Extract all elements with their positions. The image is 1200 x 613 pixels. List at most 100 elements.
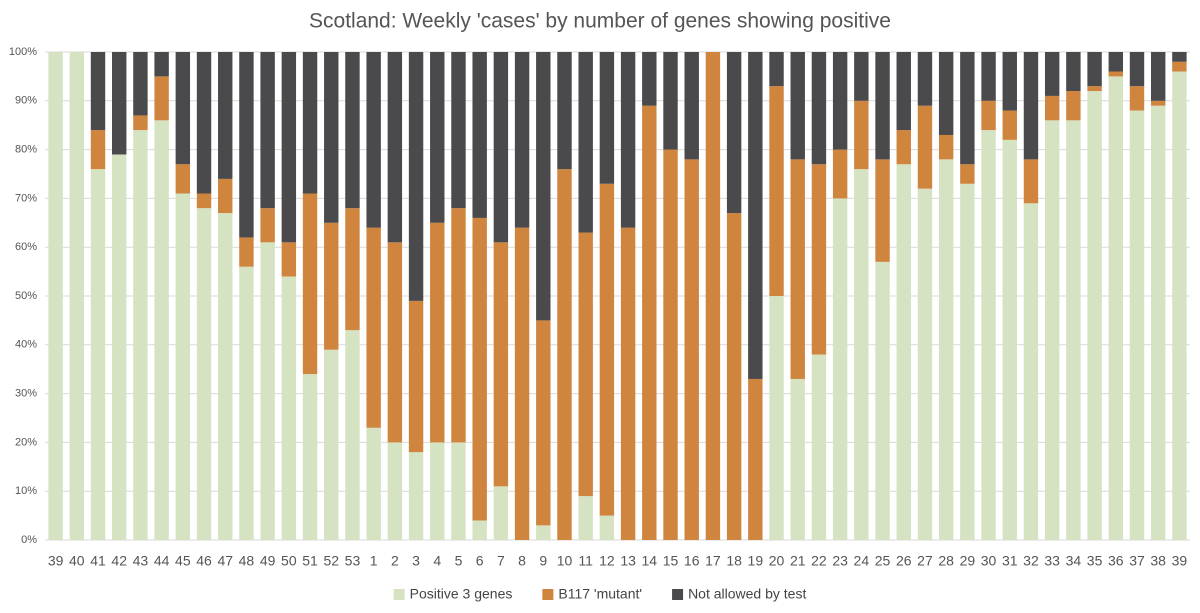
bar-segment — [1108, 71, 1123, 77]
bar-segment — [1044, 95, 1060, 121]
bar-segment — [48, 52, 63, 540]
bar-segment — [493, 486, 509, 540]
bar-segment — [854, 169, 869, 540]
bar-segment — [1172, 71, 1187, 541]
bar-segment — [451, 442, 466, 540]
y-tick-label: 80% — [15, 144, 37, 156]
x-tick-label: 25 — [875, 553, 891, 569]
bar-segment — [748, 378, 763, 540]
bar-segment — [430, 442, 445, 540]
bar-segment — [472, 52, 487, 218]
bar-segment — [430, 52, 445, 223]
bar-segment — [112, 52, 127, 155]
bar-segment — [536, 52, 551, 321]
x-tick-label: 27 — [917, 553, 933, 569]
x-tick-label: 2 — [391, 553, 399, 569]
bar-segment — [239, 52, 254, 238]
bar-segment — [218, 52, 233, 179]
bar-segment — [938, 134, 954, 160]
x-tick-label: 53 — [345, 553, 361, 569]
bar-segment — [90, 52, 106, 131]
x-tick-label: 7 — [497, 553, 505, 569]
bar-segment — [175, 52, 191, 165]
legend-label: Positive 3 genes — [410, 586, 513, 602]
x-tick-label: 1 — [370, 553, 378, 569]
x-tick-label: 13 — [620, 553, 636, 569]
x-tick-label: 14 — [642, 553, 658, 569]
bar-segment — [324, 349, 339, 540]
bar-segment — [1129, 52, 1145, 87]
bar-segment — [345, 330, 360, 540]
x-tick-label: 24 — [854, 553, 870, 569]
bar-segment — [684, 52, 699, 160]
bar-segment — [854, 100, 869, 170]
bar-segment — [90, 130, 106, 170]
bar-segment — [1044, 52, 1060, 96]
x-tick-label: 46 — [196, 553, 212, 569]
x-tick-label: 38 — [1150, 553, 1166, 569]
bar-segment — [1150, 100, 1166, 106]
bar-segment — [175, 164, 191, 194]
x-tick-label: 8 — [518, 553, 526, 569]
x-tick-label: 5 — [455, 553, 463, 569]
bar-segment — [875, 159, 890, 262]
bar-segment — [917, 188, 933, 540]
bar-segment — [154, 120, 169, 540]
bar-segment — [430, 222, 445, 443]
bar-segment — [917, 105, 933, 189]
bar-segment — [875, 52, 890, 160]
x-tick-label: 6 — [476, 553, 484, 569]
bar-segment — [642, 52, 657, 106]
bar-segment — [726, 213, 742, 541]
x-tick-label: 40 — [69, 553, 85, 569]
bar-segment — [408, 452, 424, 540]
bar-segment — [1066, 120, 1081, 540]
bar-segment — [960, 52, 975, 165]
x-tick-label: 41 — [90, 553, 106, 569]
x-tick-label: 35 — [1087, 553, 1103, 569]
x-tick-label: 32 — [1023, 553, 1039, 569]
bar-segment — [324, 222, 339, 350]
bar-segment — [366, 427, 381, 540]
x-tick-label: 51 — [302, 553, 318, 569]
bar-segment — [536, 320, 551, 526]
y-tick-label: 40% — [15, 339, 37, 351]
legend-swatch — [672, 589, 684, 600]
bar-segment — [154, 76, 169, 121]
x-tick-label: 21 — [790, 553, 806, 569]
bar-segment — [260, 52, 275, 209]
bar-segment — [472, 520, 487, 540]
y-tick-label: 30% — [15, 388, 37, 400]
bar-segment — [578, 496, 593, 540]
bar-segment — [663, 52, 678, 150]
bar-segment — [1129, 86, 1145, 111]
bar-segment — [790, 378, 805, 540]
bar-segment — [726, 52, 742, 214]
bar-segment — [133, 115, 148, 131]
legend-swatch — [393, 589, 405, 600]
bar-segment — [302, 52, 318, 194]
x-tick-label: 47 — [217, 553, 233, 569]
x-tick-label: 11 — [578, 553, 593, 569]
bar-segment — [1108, 76, 1123, 541]
bar-segment — [896, 164, 911, 541]
bar-segment — [1023, 159, 1039, 204]
bar-segment — [896, 52, 911, 131]
bar-segment — [769, 296, 784, 540]
x-tick-label: 17 — [705, 553, 721, 569]
x-tick-label: 50 — [281, 553, 297, 569]
bar-segment — [1002, 139, 1017, 540]
bar-segment — [832, 52, 848, 150]
y-tick-label: 0% — [21, 534, 37, 546]
bar-segment — [938, 52, 954, 135]
bar-segment — [1023, 52, 1039, 160]
bar-segment — [90, 169, 106, 540]
bar-segment — [345, 52, 360, 209]
x-tick-label: 39 — [48, 553, 64, 569]
bar-segment — [260, 242, 275, 540]
x-tick-label: 12 — [599, 553, 615, 569]
bar-segment — [1023, 203, 1039, 540]
bar-segment — [387, 52, 403, 243]
bar-segment — [239, 237, 254, 267]
